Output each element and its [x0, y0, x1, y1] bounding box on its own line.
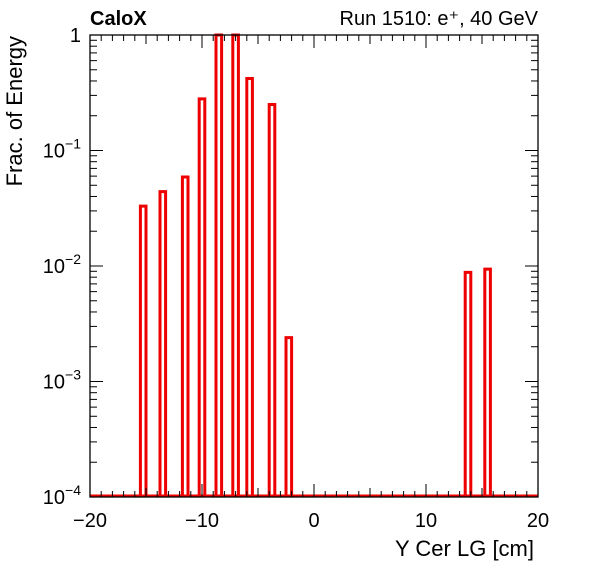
histogram-bar-8 — [267, 103, 277, 497]
x-axis-ticks: −20 −10 0 10 20 — [73, 35, 549, 532]
histogram-bar-7 — [245, 77, 254, 497]
run-info-label: Run 1510: e⁺, 40 GeV — [340, 8, 539, 30]
y-axis-label: Frac. of Energy — [2, 36, 27, 186]
x-tick-label: 10 — [415, 510, 437, 532]
x-tick-label: 20 — [527, 510, 549, 532]
x-axis-label: Y Cer LG [cm] — [395, 536, 534, 561]
y-tick-label: 10−1 — [43, 136, 81, 163]
y-axis-ticks: 10−4 10−3 10−2 10−1 1 — [43, 25, 538, 509]
histogram-bar-5 — [214, 33, 224, 497]
y-tick-label: 10−2 — [43, 251, 81, 278]
y-tick-label: 10−3 — [43, 367, 81, 394]
histogram-bar-6 — [231, 33, 240, 497]
histogram-bar-4 — [197, 97, 207, 497]
histogram-bar-9 — [284, 336, 294, 497]
brand-label: CaloX — [90, 8, 147, 30]
histogram-bar-3 — [180, 175, 190, 497]
x-tick-label: −20 — [73, 510, 107, 532]
histogram-bar-11 — [483, 267, 492, 497]
y-tick-label: 10−4 — [43, 482, 81, 509]
x-tick-label: −10 — [185, 510, 219, 532]
histogram-bars — [90, 33, 538, 498]
y-tick-label: 1 — [70, 25, 81, 47]
histogram-bar-1 — [138, 204, 148, 497]
histogram-bar-2 — [158, 190, 168, 497]
histogram-bar-10 — [463, 270, 473, 497]
x-tick-label: 0 — [308, 510, 319, 532]
